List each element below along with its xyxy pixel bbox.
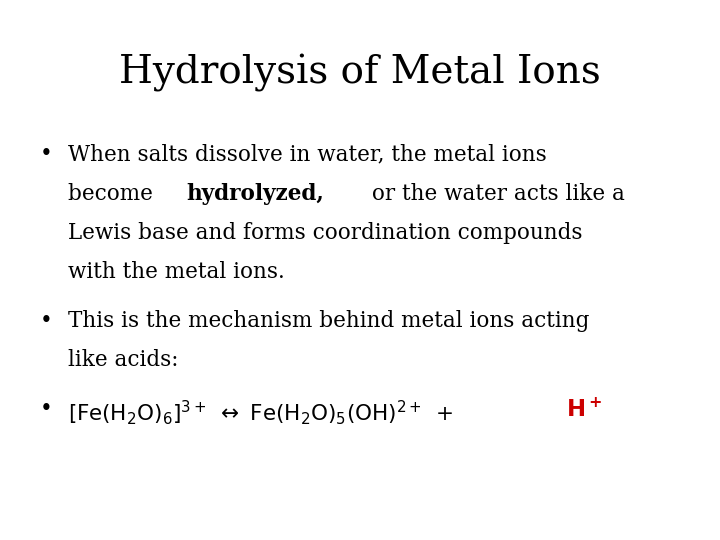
Text: •: • bbox=[40, 310, 53, 332]
Text: $\bf{H^+}$: $\bf{H^+}$ bbox=[566, 398, 603, 422]
Text: •: • bbox=[40, 143, 53, 165]
Text: •: • bbox=[40, 398, 53, 420]
Text: When salts dissolve in water, the metal ions: When salts dissolve in water, the metal … bbox=[68, 143, 547, 165]
Text: with the metal ions.: with the metal ions. bbox=[68, 261, 285, 284]
Text: Lewis base and forms coordination compounds: Lewis base and forms coordination compou… bbox=[68, 222, 583, 244]
Text: Hydrolysis of Metal Ions: Hydrolysis of Metal Ions bbox=[119, 54, 601, 92]
Text: or the water acts like a: or the water acts like a bbox=[365, 183, 624, 205]
Text: like acids:: like acids: bbox=[68, 349, 179, 372]
Text: hydrolyzed,: hydrolyzed, bbox=[186, 183, 325, 205]
Text: This is the mechanism behind metal ions acting: This is the mechanism behind metal ions … bbox=[68, 310, 590, 332]
Text: $\rm{[Fe(H_2O)_6]^{3+}\ \leftrightarrow\ Fe(H_2O)_5(OH)^{2+}\ +\ }$: $\rm{[Fe(H_2O)_6]^{3+}\ \leftrightarrow\… bbox=[68, 398, 454, 427]
Text: become: become bbox=[68, 183, 160, 205]
